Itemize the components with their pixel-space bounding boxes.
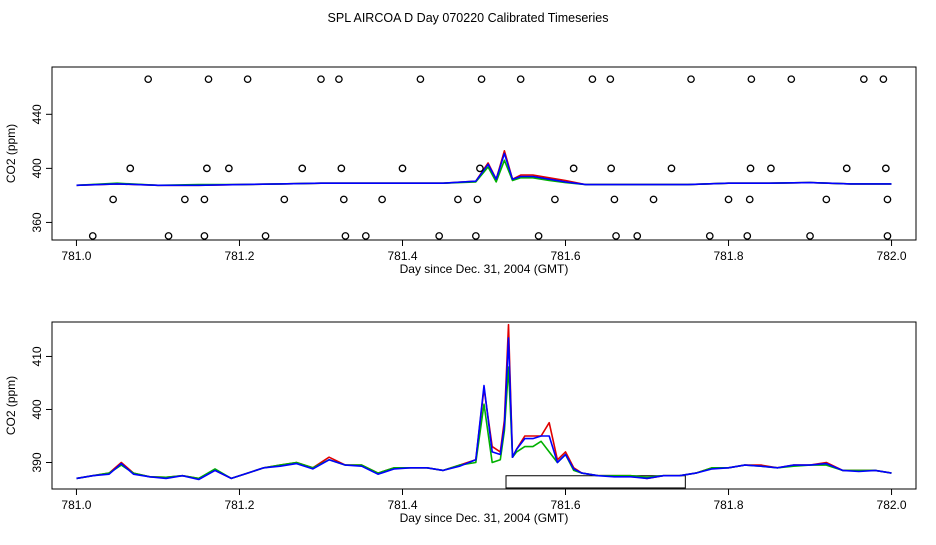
marker-point bbox=[225, 164, 233, 173]
x-tick-label: 781.2 bbox=[224, 498, 254, 512]
x-tick-label: 781.0 bbox=[61, 498, 91, 512]
marker-point bbox=[435, 232, 444, 240]
marker-point bbox=[822, 195, 831, 204]
marker-point bbox=[606, 75, 615, 84]
marker-point bbox=[416, 75, 425, 84]
x-tick-label: 781.2 bbox=[224, 249, 254, 263]
marker-point bbox=[109, 195, 117, 204]
marker-point bbox=[633, 232, 642, 240]
y-tick-label: 400 bbox=[30, 158, 44, 178]
marker-point bbox=[317, 75, 325, 84]
marker-point bbox=[806, 232, 814, 240]
x-axis-label: Day since Dec. 31, 2004 (GMT) bbox=[400, 511, 569, 525]
marker-point bbox=[747, 75, 756, 84]
marker-point bbox=[767, 164, 775, 173]
marker-point bbox=[516, 75, 525, 84]
series-line-green bbox=[76, 159, 892, 187]
x-tick-label: 781.0 bbox=[61, 249, 91, 263]
series-line-red bbox=[76, 150, 892, 187]
x-tick-label: 781.6 bbox=[550, 498, 580, 512]
y-tick-label: 410 bbox=[30, 346, 44, 366]
y-axis-label: CO2 (ppm) bbox=[4, 124, 18, 183]
marker-point bbox=[337, 164, 346, 173]
chart-title: SPL AIRCOA D Day 070220 Calibrated Times… bbox=[328, 11, 609, 25]
series-line-blue bbox=[76, 152, 892, 187]
marker-point bbox=[454, 195, 462, 204]
marker-point bbox=[724, 195, 733, 204]
marker-point bbox=[476, 164, 484, 173]
marker-point bbox=[471, 232, 480, 240]
marker-point bbox=[687, 75, 695, 84]
marker-point bbox=[361, 232, 370, 240]
marker-point bbox=[398, 164, 407, 173]
series-group bbox=[76, 150, 892, 187]
x-axis-label: Day since Dec. 31, 2004 (GMT) bbox=[400, 262, 569, 276]
x-tick-label: 782.0 bbox=[877, 498, 907, 512]
plot-frame bbox=[51, 66, 917, 241]
marker-point bbox=[164, 232, 173, 240]
marker-point bbox=[842, 164, 851, 173]
marker-point bbox=[787, 75, 796, 84]
x-tick-label: 782.0 bbox=[877, 249, 907, 263]
marker-point bbox=[477, 75, 486, 84]
marker-point bbox=[200, 232, 209, 240]
marker-point bbox=[879, 75, 888, 84]
marker-point bbox=[341, 232, 350, 240]
marker-point bbox=[144, 75, 153, 84]
marker-point bbox=[534, 232, 543, 240]
bottom-panel: 781.0 781.2 781.4 781.6 781.8 782.0 390 400 410 D… bbox=[4, 321, 917, 525]
marker-point bbox=[551, 195, 559, 204]
series-group bbox=[76, 323, 892, 481]
marker-point bbox=[612, 232, 620, 240]
marker-point bbox=[745, 195, 754, 204]
marker-point bbox=[859, 75, 868, 84]
marker-point bbox=[261, 232, 270, 240]
marker-point bbox=[181, 195, 189, 204]
y-tick-label: 390 bbox=[30, 452, 44, 472]
marker-point bbox=[243, 75, 252, 84]
series-line-green bbox=[76, 366, 892, 480]
y-tick-label: 360 bbox=[30, 212, 44, 232]
marker-point bbox=[280, 195, 289, 204]
x-tick-label: 781.8 bbox=[714, 249, 744, 263]
y-tick-label: 400 bbox=[30, 399, 44, 419]
marker-point bbox=[298, 164, 307, 173]
marker-point bbox=[473, 195, 482, 204]
marker-point bbox=[883, 195, 892, 204]
marker-point bbox=[649, 195, 658, 204]
marker-point bbox=[746, 164, 755, 173]
marker-point bbox=[610, 195, 619, 204]
y-axis-label: CO2 (ppm) bbox=[4, 376, 18, 435]
x-tick-label: 781.4 bbox=[387, 249, 417, 263]
marker-point bbox=[339, 195, 348, 204]
marker-point bbox=[378, 195, 386, 204]
marker-point bbox=[569, 164, 578, 173]
marker-point bbox=[667, 164, 676, 173]
marker-point bbox=[881, 164, 890, 173]
marker-point bbox=[335, 75, 343, 84]
marker-point bbox=[126, 164, 135, 173]
marker-point bbox=[203, 164, 211, 173]
marker-point bbox=[88, 232, 97, 240]
plot-frame bbox=[51, 321, 917, 490]
annotation-box bbox=[505, 475, 686, 489]
marker-point bbox=[743, 232, 752, 240]
marker-point bbox=[588, 75, 597, 84]
series-line-red bbox=[76, 323, 892, 480]
marker-point bbox=[204, 75, 213, 84]
marker-point bbox=[883, 232, 892, 240]
x-tick-label: 781.8 bbox=[714, 498, 744, 512]
top-panel: 781.0 781.2 781.4 781.6 781.8 782.0 360 400 440 D… bbox=[4, 66, 917, 276]
y-tick-label: 440 bbox=[30, 104, 44, 124]
x-tick-label: 781.6 bbox=[550, 249, 580, 263]
marker-point bbox=[705, 232, 714, 240]
x-tick-label: 781.4 bbox=[387, 498, 417, 512]
marker-point bbox=[607, 164, 616, 173]
series-line-blue bbox=[76, 337, 892, 481]
marker-point bbox=[200, 195, 209, 204]
